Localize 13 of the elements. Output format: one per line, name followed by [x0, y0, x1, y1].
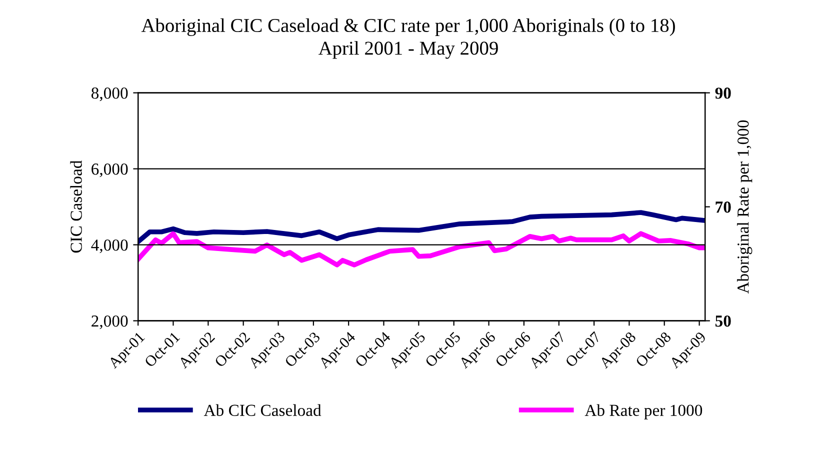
y-tick-label: 8,000: [91, 88, 128, 102]
y-tick-label: 2,000: [92, 315, 128, 330]
y2-axis-title: Aboriginal Rate per 1,000: [737, 120, 752, 294]
y2-tick-label: 70: [716, 201, 731, 213]
legend-label: Ab CIC Caseload: [204, 404, 322, 416]
y-tick-label: 6,000: [92, 164, 128, 178]
y-tick-label: 4,000: [91, 239, 128, 254]
legend-label: Ab Rate per 1000: [584, 404, 702, 420]
y2-tick-label: 90: [715, 88, 731, 99]
y-axis-title: CIC Caseload: [70, 160, 82, 253]
chart-title: Aboriginal CIC Caseload & CIC rate per 1,000 Aboriginals (0 to 18): [141, 18, 675, 36]
y2-tick-label: 50: [715, 315, 731, 327]
chart-subtitle: April 2001 - May 2009: [318, 41, 498, 59]
